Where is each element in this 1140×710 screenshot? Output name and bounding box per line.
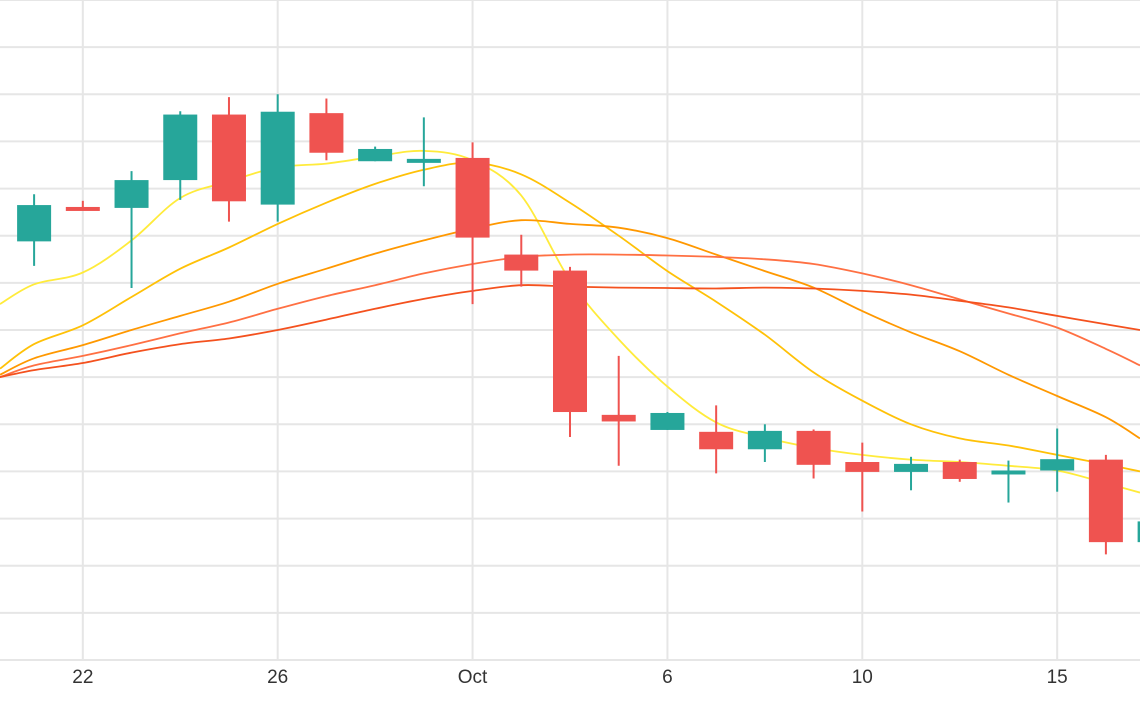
candle-body [358, 148, 393, 162]
candle-body [17, 205, 52, 242]
candle [358, 146, 393, 162]
candle [747, 424, 782, 462]
candle-body [650, 412, 685, 430]
candle-body [1088, 459, 1123, 543]
candle-body [114, 180, 149, 208]
candle-body [260, 111, 295, 205]
candle-body [553, 270, 587, 413]
candle [553, 266, 587, 438]
x-tick-label: Oct [458, 667, 488, 688]
candle [114, 171, 149, 289]
candle-body [894, 463, 929, 472]
candle [211, 97, 246, 222]
x-tick-label: 22 [72, 667, 93, 688]
candle-body [747, 430, 782, 450]
candle [17, 194, 52, 266]
candle-layer [17, 94, 1140, 555]
candle-body [504, 254, 539, 271]
candle-body [991, 470, 1026, 475]
x-tick-label: 6 [662, 667, 673, 688]
candle [65, 200, 100, 211]
candle-body [1137, 521, 1140, 543]
candle [894, 456, 929, 491]
candle [1040, 428, 1075, 492]
candle [260, 94, 295, 222]
candle-body [309, 113, 344, 153]
candle [1088, 454, 1123, 555]
candle-body [942, 462, 977, 479]
candle-body [845, 462, 880, 472]
candle-body [1040, 459, 1075, 471]
candle-body [65, 206, 100, 211]
candle [601, 355, 636, 466]
candle [455, 142, 490, 305]
candle-body [211, 114, 246, 202]
candle [504, 234, 539, 287]
moving-average-line [0, 161, 1140, 473]
candle [1137, 521, 1140, 543]
candle-body [455, 157, 490, 238]
candle [796, 429, 831, 479]
x-tick-label: 10 [852, 667, 873, 688]
candle-body [601, 414, 636, 422]
candle-body [796, 430, 831, 465]
candle [991, 460, 1026, 503]
moving-average-line [0, 253, 1140, 378]
candle [650, 412, 685, 430]
candle [845, 442, 880, 512]
candle [406, 117, 441, 187]
x-tick-label: 26 [267, 667, 288, 688]
candle-body [699, 431, 734, 450]
x-tick-label: 15 [1047, 667, 1068, 688]
candle [942, 459, 977, 482]
moving-average-line [0, 219, 1140, 440]
candle-body [163, 114, 198, 181]
candle [309, 98, 344, 161]
candle [163, 111, 198, 200]
x-axis-ticks: 22 26 Oct 6 10 15 [72, 667, 1067, 688]
candle-body [406, 158, 441, 163]
candle [699, 405, 734, 474]
